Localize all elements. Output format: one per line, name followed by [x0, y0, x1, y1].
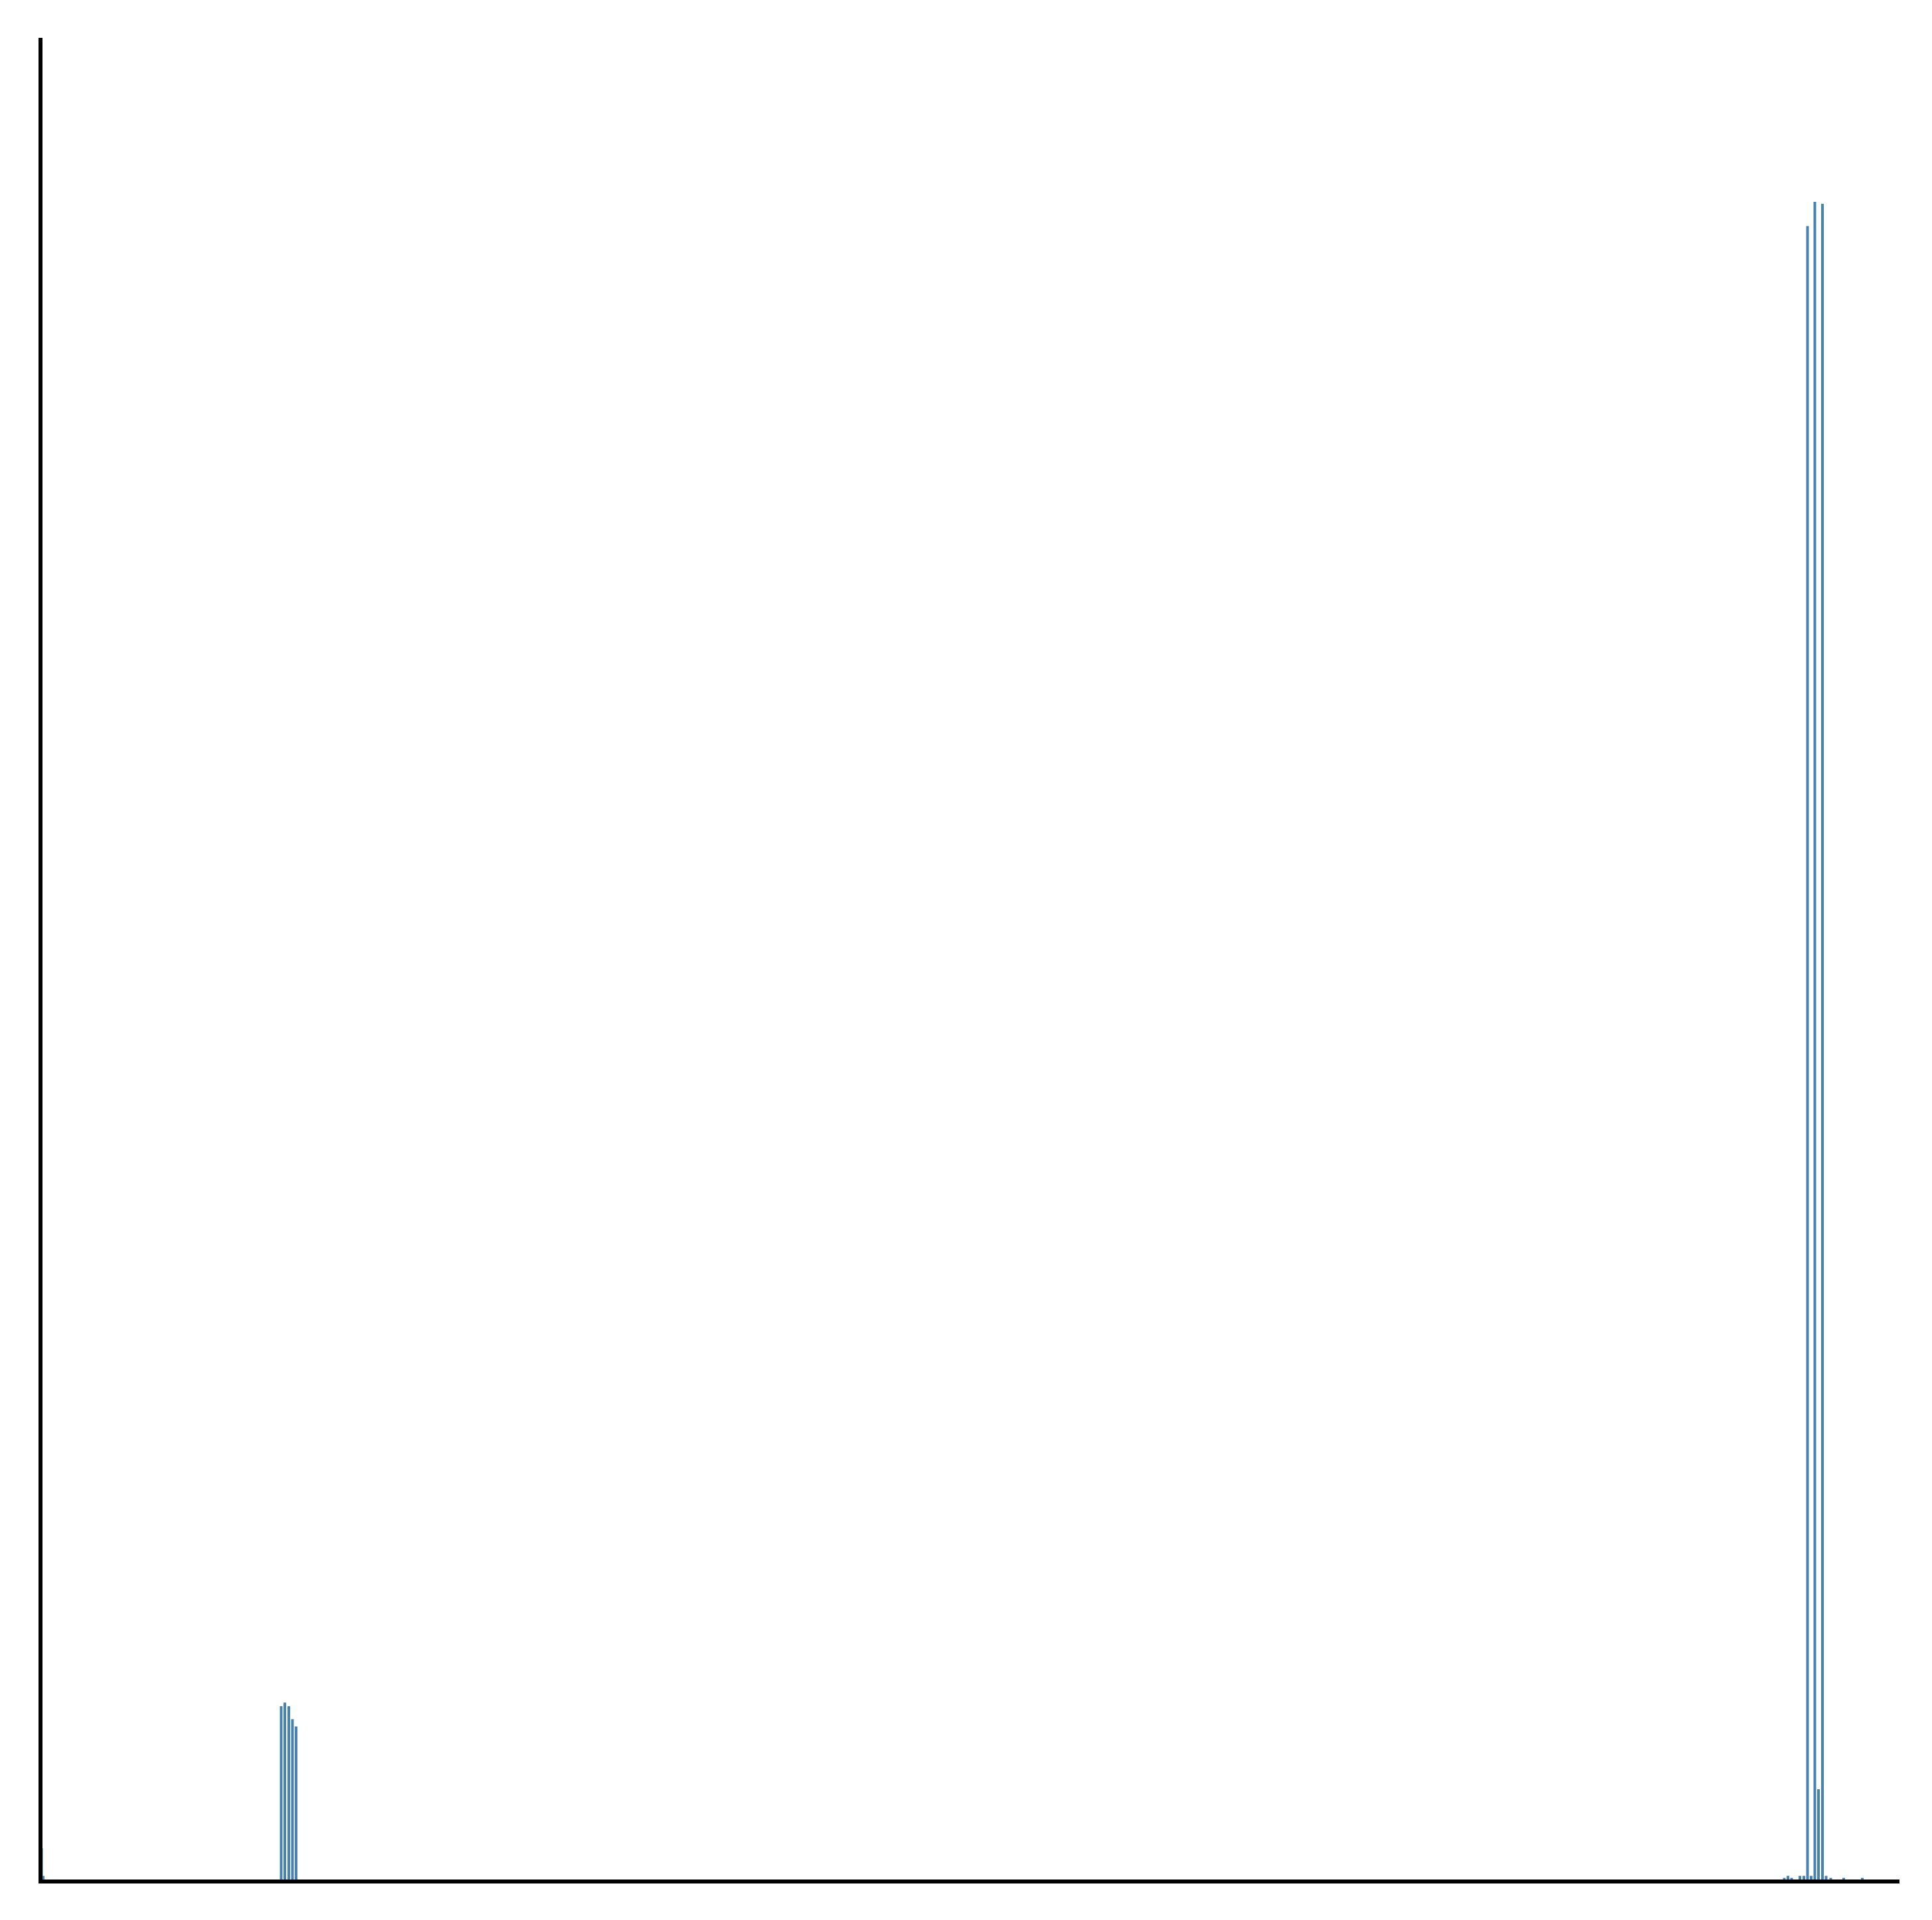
bar-0-26	[1813, 202, 1816, 1882]
bar-0-22	[1799, 1876, 1802, 1881]
bar-0-6	[283, 1702, 287, 1881]
bar-0-29	[1824, 1876, 1828, 1881]
bar-0-9	[295, 1726, 297, 1881]
bar-0-5	[280, 1706, 283, 1881]
bar-series	[40, 202, 1892, 1882]
bar-0-24	[1806, 226, 1809, 1881]
bar-0-19	[1787, 1876, 1789, 1881]
bar-0-8	[291, 1719, 294, 1881]
bar-0-27	[1817, 1789, 1820, 1881]
bar-0-23	[1802, 1876, 1805, 1881]
bar-0-25	[1810, 1876, 1812, 1881]
bar-0-28	[1820, 203, 1824, 1882]
bar-0-1	[42, 1876, 45, 1881]
bar-0-7	[287, 1706, 290, 1881]
